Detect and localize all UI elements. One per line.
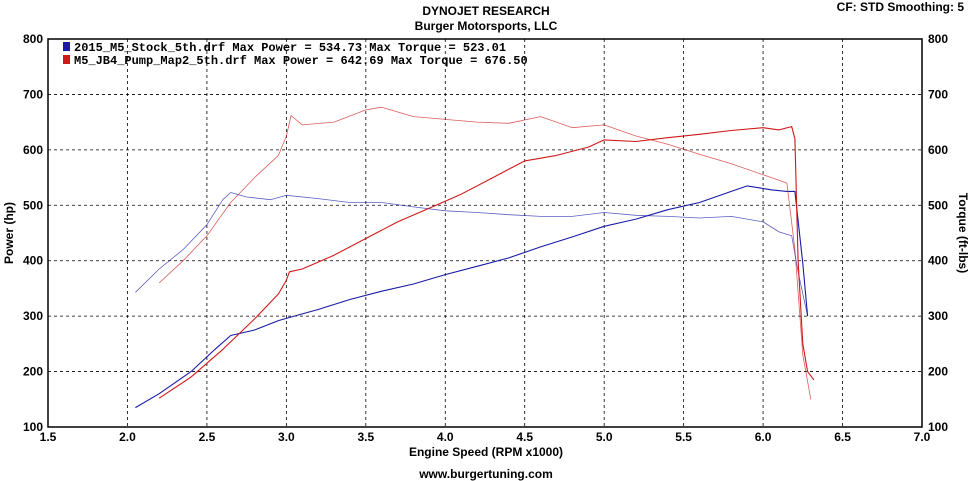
y-tick-label-left: 200 — [23, 365, 43, 379]
x-tick-label: 4.0 — [437, 430, 454, 444]
legend-entry-tuned: M5_JB4_Pump_Map2_5th.drf Max Power = 642… — [74, 54, 528, 68]
series-lines — [135, 106, 815, 409]
y-tick-labels-left: 100 200 300 400 500 600 700 800 — [23, 32, 43, 434]
y-tick-label-right: 800 — [928, 32, 948, 46]
x-tick-label: 4.5 — [516, 430, 533, 444]
x-tick-label: 3.5 — [357, 430, 374, 444]
chart-subtitle: Burger Motorsports, LLC — [414, 19, 558, 33]
footer-url: www.burgertuning.com — [419, 467, 553, 481]
x-tick-labels: 1.5 2.0 2.5 3.0 3.5 4.0 4.5 5.0 5.5 6.0 6.5 7.0 — [40, 430, 931, 444]
legend: 2015_M5_Stock_5th.drf Max Power = 534.73… — [63, 41, 528, 68]
grid — [48, 39, 922, 427]
y-tick-label-left: 800 — [23, 32, 43, 46]
y-tick-label-right: 600 — [928, 143, 948, 157]
x-tick-label: 2.0 — [119, 430, 136, 444]
series-line-stock-torque — [135, 192, 808, 317]
legend-swatch-tuned — [63, 55, 70, 64]
y-tick-labels-right: 100 200 300 400 500 600 700 800 — [928, 32, 948, 434]
y-axis-label-right: Torque (ft-lbs) — [956, 193, 970, 273]
x-tick-label: 3.0 — [278, 430, 295, 444]
y-tick-label-right: 500 — [928, 198, 948, 212]
x-tick-label: 2.5 — [199, 430, 216, 444]
x-tick-label: 5.0 — [596, 430, 613, 444]
dyno-settings: CF: STD Smoothing: 5 — [836, 0, 964, 14]
y-tick-label-right: 700 — [928, 87, 948, 101]
y-tick-label-right: 400 — [928, 254, 948, 268]
y-tick-label-left: 700 — [23, 87, 43, 101]
y-tick-label-left: 300 — [23, 309, 43, 323]
x-axis-label: Engine Speed (RPM x1000) — [408, 445, 564, 459]
x-tick-label: 5.5 — [675, 430, 692, 444]
x-tick-label: 1.5 — [40, 430, 57, 444]
y-tick-label-right: 200 — [928, 365, 948, 379]
y-axis-label-left: Power (hp) — [2, 202, 16, 264]
y-tick-label-left: 600 — [23, 143, 43, 157]
x-tick-label: 6.5 — [834, 430, 851, 444]
plot-area — [47, 38, 923, 428]
series-line-tuned-power — [158, 126, 815, 399]
x-tick-label: 7.0 — [914, 430, 931, 444]
series-line-stock-power — [135, 185, 809, 409]
y-tick-label-right: 300 — [928, 309, 948, 323]
legend-entry-stock: 2015_M5_Stock_5th.drf Max Power = 534.73… — [74, 41, 506, 55]
y-tick-label-right: 100 — [928, 420, 948, 434]
legend-swatch-stock — [63, 42, 70, 51]
series-line-tuned-torque — [158, 106, 812, 400]
y-tick-label-left: 400 — [23, 254, 43, 268]
x-tick-label: 6.0 — [755, 430, 772, 444]
y-tick-label-left: 100 — [23, 420, 43, 434]
y-tick-label-left: 500 — [23, 198, 43, 212]
chart-title: DYNOJET RESEARCH — [422, 4, 550, 18]
